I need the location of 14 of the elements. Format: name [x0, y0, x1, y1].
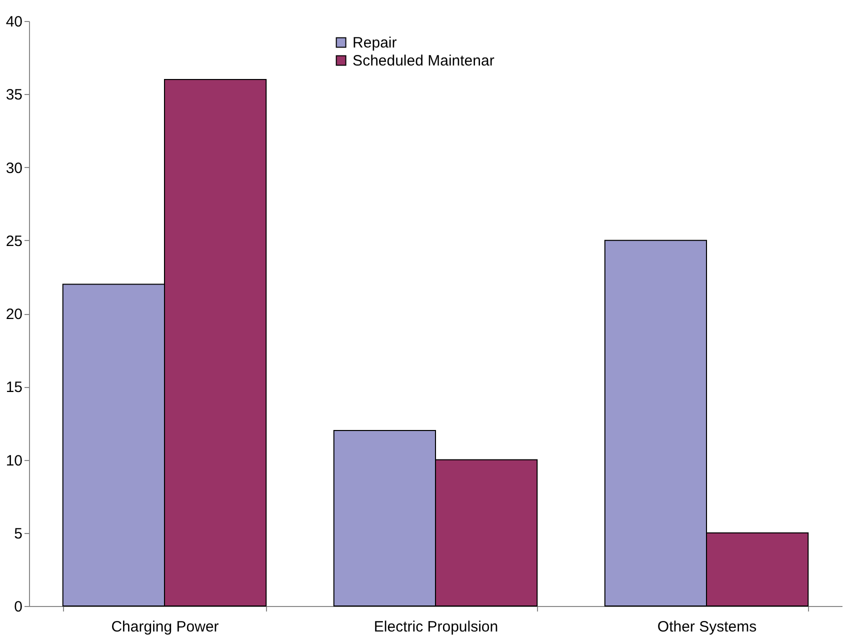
- legend-label: Scheduled Maintenar: [352, 52, 494, 70]
- y-tick-label: 40: [6, 14, 22, 30]
- y-tick-label: 30: [6, 160, 22, 177]
- x-tick-label: Charging Power: [111, 618, 219, 636]
- y-tick-label: 15: [6, 379, 22, 396]
- x-tick-label: Electric Propulsion: [374, 618, 498, 636]
- legend-label: Repair: [352, 34, 397, 52]
- y-tick-label: 20: [6, 306, 22, 323]
- y-tick-label: 25: [6, 232, 22, 250]
- y-tick-label: 5: [14, 525, 22, 542]
- y-tick-label: 0: [14, 598, 22, 616]
- x-tick-label: Other Systems: [657, 618, 757, 636]
- y-tick-label: 10: [6, 452, 22, 470]
- y-tick-label: 35: [6, 86, 22, 104]
